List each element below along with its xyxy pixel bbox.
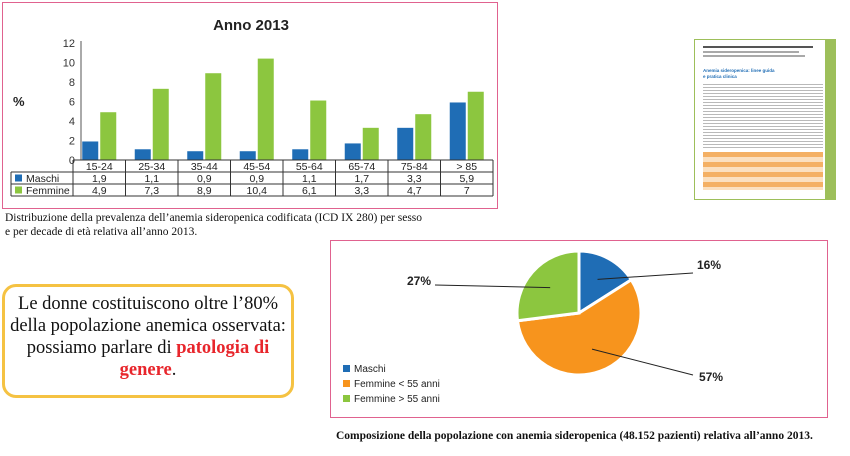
bar-chart-panel: Anno 2013% 0 2 4 6 8 10 12 15-24 25-34 35-44 45-54 5… [2, 2, 498, 209]
data-value-label: 6,1 [302, 185, 317, 197]
paper-thumbnail: Anemia sideropenica: linee guida e prati… [694, 39, 836, 200]
bar-maschi [292, 149, 309, 160]
pie-leader-line [591, 348, 694, 376]
bar-maschi [82, 141, 99, 160]
x-category-label: 65-74 [348, 161, 375, 173]
data-value-label: 4,7 [407, 185, 422, 197]
bar-femmine [257, 58, 274, 160]
pie-slice-label: 57% [699, 370, 723, 384]
pie-slice-femmine-55-anni [515, 249, 581, 323]
pie-chart-panel: 16% 57% 27% Maschi Femmine < 55 anni Femmine … [330, 240, 828, 418]
y-tick-label: 6 [69, 97, 75, 109]
x-category-label: > 85 [456, 161, 477, 173]
bar-maschi [239, 151, 256, 160]
pie-leader-line [434, 284, 551, 289]
data-value-label: 10,4 [247, 185, 268, 197]
y-tick-label: 4 [69, 116, 75, 128]
legend-swatch [15, 174, 22, 182]
pie-slice-label: 16% [697, 258, 721, 272]
pie-chart-caption: Composizione della popolazione con anemi… [336, 430, 813, 442]
bar-maschi [187, 151, 204, 160]
y-tick-label: 2 [69, 136, 75, 148]
x-category-label: 45-54 [243, 161, 270, 173]
legend-swatch [343, 365, 350, 372]
bar-chart-caption: Distribuzione della prevalenza dell’anem… [5, 212, 423, 238]
bar-femmine [467, 91, 484, 160]
legend-label: Femmine [26, 185, 70, 197]
data-value-label: 1,1 [302, 173, 317, 185]
legend-swatch [343, 395, 350, 402]
callout-highlight: patologia di genere [119, 338, 270, 380]
data-value-label: 7 [464, 185, 470, 197]
data-value-label: 1,7 [354, 173, 369, 185]
x-category-label: 35-44 [191, 161, 218, 173]
y-tick-label: 0 [69, 155, 75, 167]
chart-title: Anno 2013 [213, 17, 289, 34]
y-tick-label: 12 [63, 38, 75, 50]
legend-swatch [343, 380, 350, 387]
thumbnail-title: Anemia sideropenica: linee guida e prati… [703, 68, 775, 79]
y-axis-label: % [13, 94, 25, 109]
bar-maschi [397, 127, 414, 160]
data-value-label: 3,3 [407, 173, 422, 185]
pie-slice-femmine-55-anni [515, 277, 643, 377]
x-category-label: 25-34 [138, 161, 165, 173]
legend-label: Maschi [26, 173, 59, 185]
thumbnail-table [703, 152, 823, 190]
pie-slice-maschi [577, 249, 634, 316]
legend-label: Femmine < 55 anni [354, 379, 440, 390]
x-category-label: 75-84 [401, 161, 428, 173]
bar-femmine [205, 73, 222, 160]
x-category-label: 55-64 [296, 161, 323, 173]
legend-label: Maschi [354, 364, 386, 375]
bar-maschi [449, 102, 466, 160]
y-tick-label: 8 [69, 77, 75, 89]
data-value-label: 3,3 [354, 185, 369, 197]
thumbnail-side-tab [825, 40, 835, 199]
callout-box: Le donne costituiscono oltre l’80% della… [2, 284, 294, 398]
pie-chart: 16% 57% 27% Maschi Femmine < 55 anni Femmine … [343, 249, 723, 405]
bar-femmine [100, 112, 117, 160]
bar-maschi [134, 149, 151, 160]
data-value-label: 8,9 [197, 185, 212, 197]
data-value-label: 7,3 [144, 185, 159, 197]
data-value-label: 1,1 [144, 173, 159, 185]
data-value-label: 0,9 [249, 173, 264, 185]
bar-femmine [415, 114, 432, 160]
bar-femmine [152, 88, 169, 160]
legend-label: Femmine > 55 anni [354, 394, 440, 405]
data-value-label: 0,9 [197, 173, 212, 185]
thumbnail-body [703, 84, 823, 148]
x-category-label: 15-24 [86, 161, 113, 173]
bar-femmine [362, 127, 379, 160]
bar-femmine [310, 100, 327, 160]
y-tick-label: 10 [63, 58, 75, 70]
data-value-label: 5,9 [459, 173, 474, 185]
callout-text: Le donne costituiscono oltre l’80% della… [10, 294, 286, 358]
data-value-label: 4,9 [92, 185, 107, 197]
legend-swatch [15, 186, 22, 194]
bar-maschi [344, 143, 361, 160]
pie-leader-line [597, 272, 694, 280]
callout-period: . [171, 360, 177, 380]
bar-chart: Anno 2013% 0 2 4 6 8 10 12 15-24 25-34 35-44 45-54 5… [10, 17, 494, 197]
pie-slice-label: 27% [407, 274, 431, 288]
data-value-label: 1,9 [92, 173, 107, 185]
